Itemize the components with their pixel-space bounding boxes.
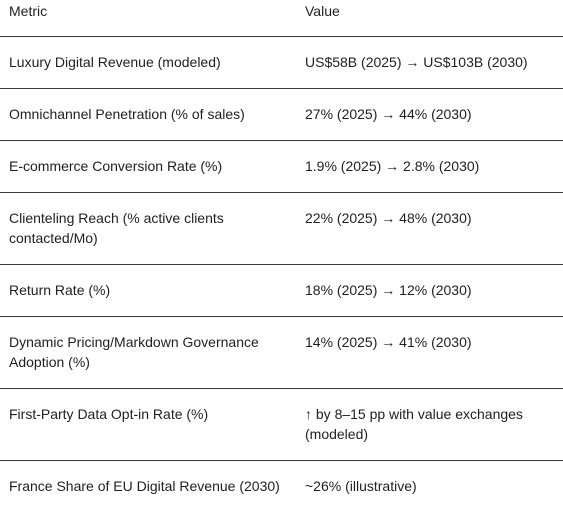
metric-cell: France Share of EU Digital Revenue (2030…: [9, 478, 280, 494]
value-cell: 1.9% (2025) → 2.8% (2030): [305, 158, 480, 174]
table-header-row: Metric Value: [0, 0, 563, 37]
metric-cell: Dynamic Pricing/Markdown Governance Adop…: [9, 334, 259, 370]
value-cell: 18% (2025) → 12% (2030): [305, 282, 472, 298]
table-row: Omnichannel Penetration (% of sales) 27%…: [0, 89, 563, 141]
metric-cell: Clienteling Reach (% active clients cont…: [9, 210, 224, 246]
table-row: Luxury Digital Revenue (modeled) US$58B …: [0, 37, 563, 89]
value-cell: ↑ by 8–15 pp with value exchanges (model…: [305, 406, 523, 442]
metric-cell: First-Party Data Opt-in Rate (%): [9, 406, 209, 422]
metric-cell: Omnichannel Penetration (% of sales): [9, 106, 245, 122]
metric-cell: Return Rate (%): [9, 282, 111, 298]
header-value: Value: [305, 3, 340, 19]
table-row: Return Rate (%) 18% (2025) → 12% (2030): [0, 265, 563, 317]
table-row: E-commerce Conversion Rate (%) 1.9% (202…: [0, 141, 563, 193]
value-cell: 14% (2025) → 41% (2030): [305, 334, 472, 350]
table-row: France Share of EU Digital Revenue (2030…: [0, 461, 563, 521]
table-row: First-Party Data Opt-in Rate (%) ↑ by 8–…: [0, 389, 563, 461]
value-cell: US$58B (2025) → US$103B (2030): [305, 54, 528, 70]
value-cell: 27% (2025) → 44% (2030): [305, 106, 472, 122]
table-row: Dynamic Pricing/Markdown Governance Adop…: [0, 317, 563, 389]
table-row: Clienteling Reach (% active clients cont…: [0, 193, 563, 265]
value-cell: 22% (2025) → 48% (2030): [305, 210, 472, 226]
header-metric: Metric: [9, 3, 48, 19]
value-cell: ~26% (illustrative): [305, 478, 417, 494]
metric-cell: E-commerce Conversion Rate (%): [9, 158, 223, 174]
metric-cell: Luxury Digital Revenue (modeled): [9, 54, 221, 70]
